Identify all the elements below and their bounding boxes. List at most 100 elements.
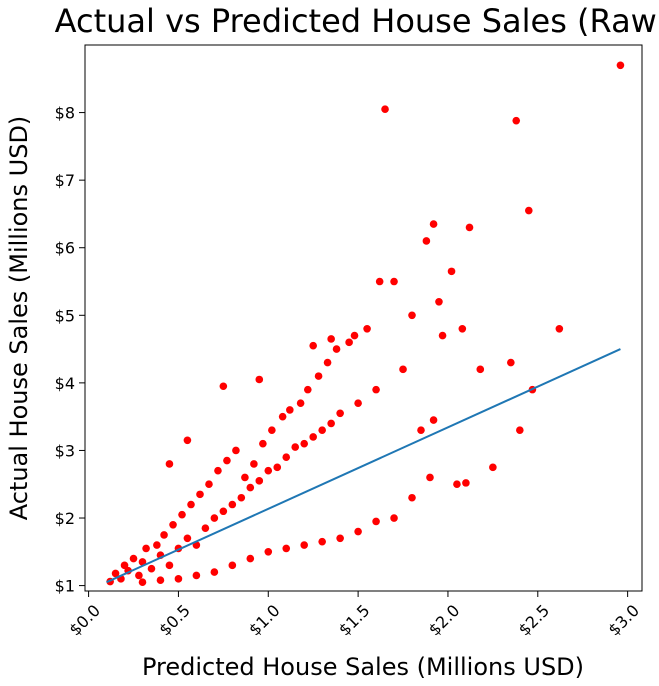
scatter-point	[138, 558, 147, 566]
scatter-point	[447, 267, 456, 276]
scatter-point	[354, 399, 362, 407]
y-tick-label: $5	[55, 306, 75, 325]
scatter-point	[318, 537, 326, 546]
scatter-point	[264, 548, 273, 556]
scatter-point	[422, 237, 431, 245]
scatter-point	[327, 335, 335, 343]
scatter-point	[183, 436, 192, 445]
y-tick-label: $4	[55, 374, 75, 393]
scatter-point	[350, 331, 359, 340]
scatter-point	[375, 277, 384, 286]
scatter-point	[259, 439, 267, 448]
x-tick-label: $3.0	[604, 601, 643, 640]
x-tick-label: $1.5	[335, 601, 374, 640]
scatter-point	[300, 541, 309, 549]
scatter-point	[120, 561, 129, 570]
scatter-point	[142, 544, 150, 553]
scatter-point	[237, 493, 246, 502]
scatter-point	[476, 365, 485, 374]
scatter-point	[264, 466, 273, 475]
y-tick-label: $8	[55, 104, 75, 123]
y-tick-label: $1	[55, 577, 75, 596]
scatter-point	[129, 554, 138, 563]
scatter-point	[219, 507, 228, 516]
scatter-point	[160, 531, 168, 539]
scatter-point	[201, 524, 210, 532]
scatter-point	[187, 500, 195, 509]
scatter-point	[219, 382, 228, 391]
scatter-point	[309, 433, 317, 441]
scatter-point	[286, 406, 294, 414]
scatter-point	[232, 446, 240, 455]
scatter-point	[462, 479, 470, 487]
y-tick-label: $3	[55, 441, 75, 460]
scatter-point	[363, 325, 371, 333]
scatter-point	[291, 443, 300, 451]
scatter-point	[372, 517, 380, 526]
scatter-point	[214, 466, 222, 475]
scatter-point	[196, 490, 204, 499]
scatter-point	[273, 463, 282, 472]
scatter-point	[332, 345, 341, 353]
scatter-point	[372, 385, 380, 394]
scatter-point	[304, 385, 312, 394]
y-axis-label: Actual House Sales (Millions USD)	[5, 116, 33, 521]
scatter-point	[278, 412, 287, 421]
scatter-point	[246, 483, 255, 492]
scatter-point	[205, 480, 213, 489]
scatter-point	[616, 61, 625, 70]
scatter-point	[192, 571, 201, 580]
scatter-point	[507, 358, 515, 367]
scatter-point	[178, 510, 186, 519]
x-axis: $0.0 $0.5 $1.0 $1.5 $2.0 $2.5 $3.0	[65, 591, 643, 639]
scatter-point	[111, 569, 120, 578]
scatter-point	[246, 554, 255, 563]
x-axis-label: Predicted House Sales (Millions USD)	[142, 653, 584, 681]
scatter-point	[438, 331, 447, 340]
scatter-point	[336, 409, 344, 418]
scatter-point	[156, 576, 165, 584]
scatter-point	[210, 568, 219, 576]
y-tick-label: $6	[55, 239, 75, 258]
chart-title: Actual vs Predicted House Sales (Raw)	[55, 2, 659, 40]
scatter-point	[399, 365, 407, 374]
scatter-point	[250, 460, 258, 468]
fit-line	[106, 348, 621, 584]
scatter-point	[174, 575, 183, 583]
scatter-point	[228, 500, 237, 509]
scatter-point	[138, 578, 147, 587]
scatter-point	[153, 541, 161, 549]
scatter-point	[453, 480, 461, 489]
scatter-point	[165, 561, 174, 570]
scatter-point	[318, 426, 326, 434]
x-tick-label: $2.0	[425, 601, 464, 640]
x-tick-label: $0.0	[65, 601, 104, 640]
scatter-point	[354, 527, 362, 536]
scatter-point	[169, 520, 177, 529]
scatter-point	[314, 372, 323, 380]
scatter-point	[429, 220, 438, 228]
y-tick-label: $2	[55, 509, 75, 528]
x-tick-label: $2.5	[515, 601, 554, 640]
scatter-point	[516, 426, 524, 434]
scatter-point	[309, 341, 317, 350]
scatter-point	[435, 297, 443, 306]
scatter-point	[255, 477, 264, 485]
scatter-point	[408, 493, 416, 502]
scatter-point	[426, 473, 434, 482]
scatter-point	[345, 338, 353, 347]
x-tick-label: $0.5	[155, 601, 194, 640]
scatter-point	[135, 571, 143, 580]
scatter-point	[165, 460, 174, 468]
fit-line-layer	[106, 348, 621, 584]
scatter-point	[408, 311, 416, 320]
scatter-point	[555, 325, 564, 333]
y-axis: $1 $2 $3 $4 $5 $6 $7 $8	[55, 104, 85, 596]
scatter-point	[336, 534, 344, 543]
scatter-point	[255, 375, 264, 384]
x-tick-label: $1.0	[245, 601, 284, 640]
scatter-point	[210, 514, 219, 522]
scatter-point	[147, 564, 156, 573]
scatter-point	[327, 419, 335, 428]
scatter-point	[282, 544, 291, 553]
